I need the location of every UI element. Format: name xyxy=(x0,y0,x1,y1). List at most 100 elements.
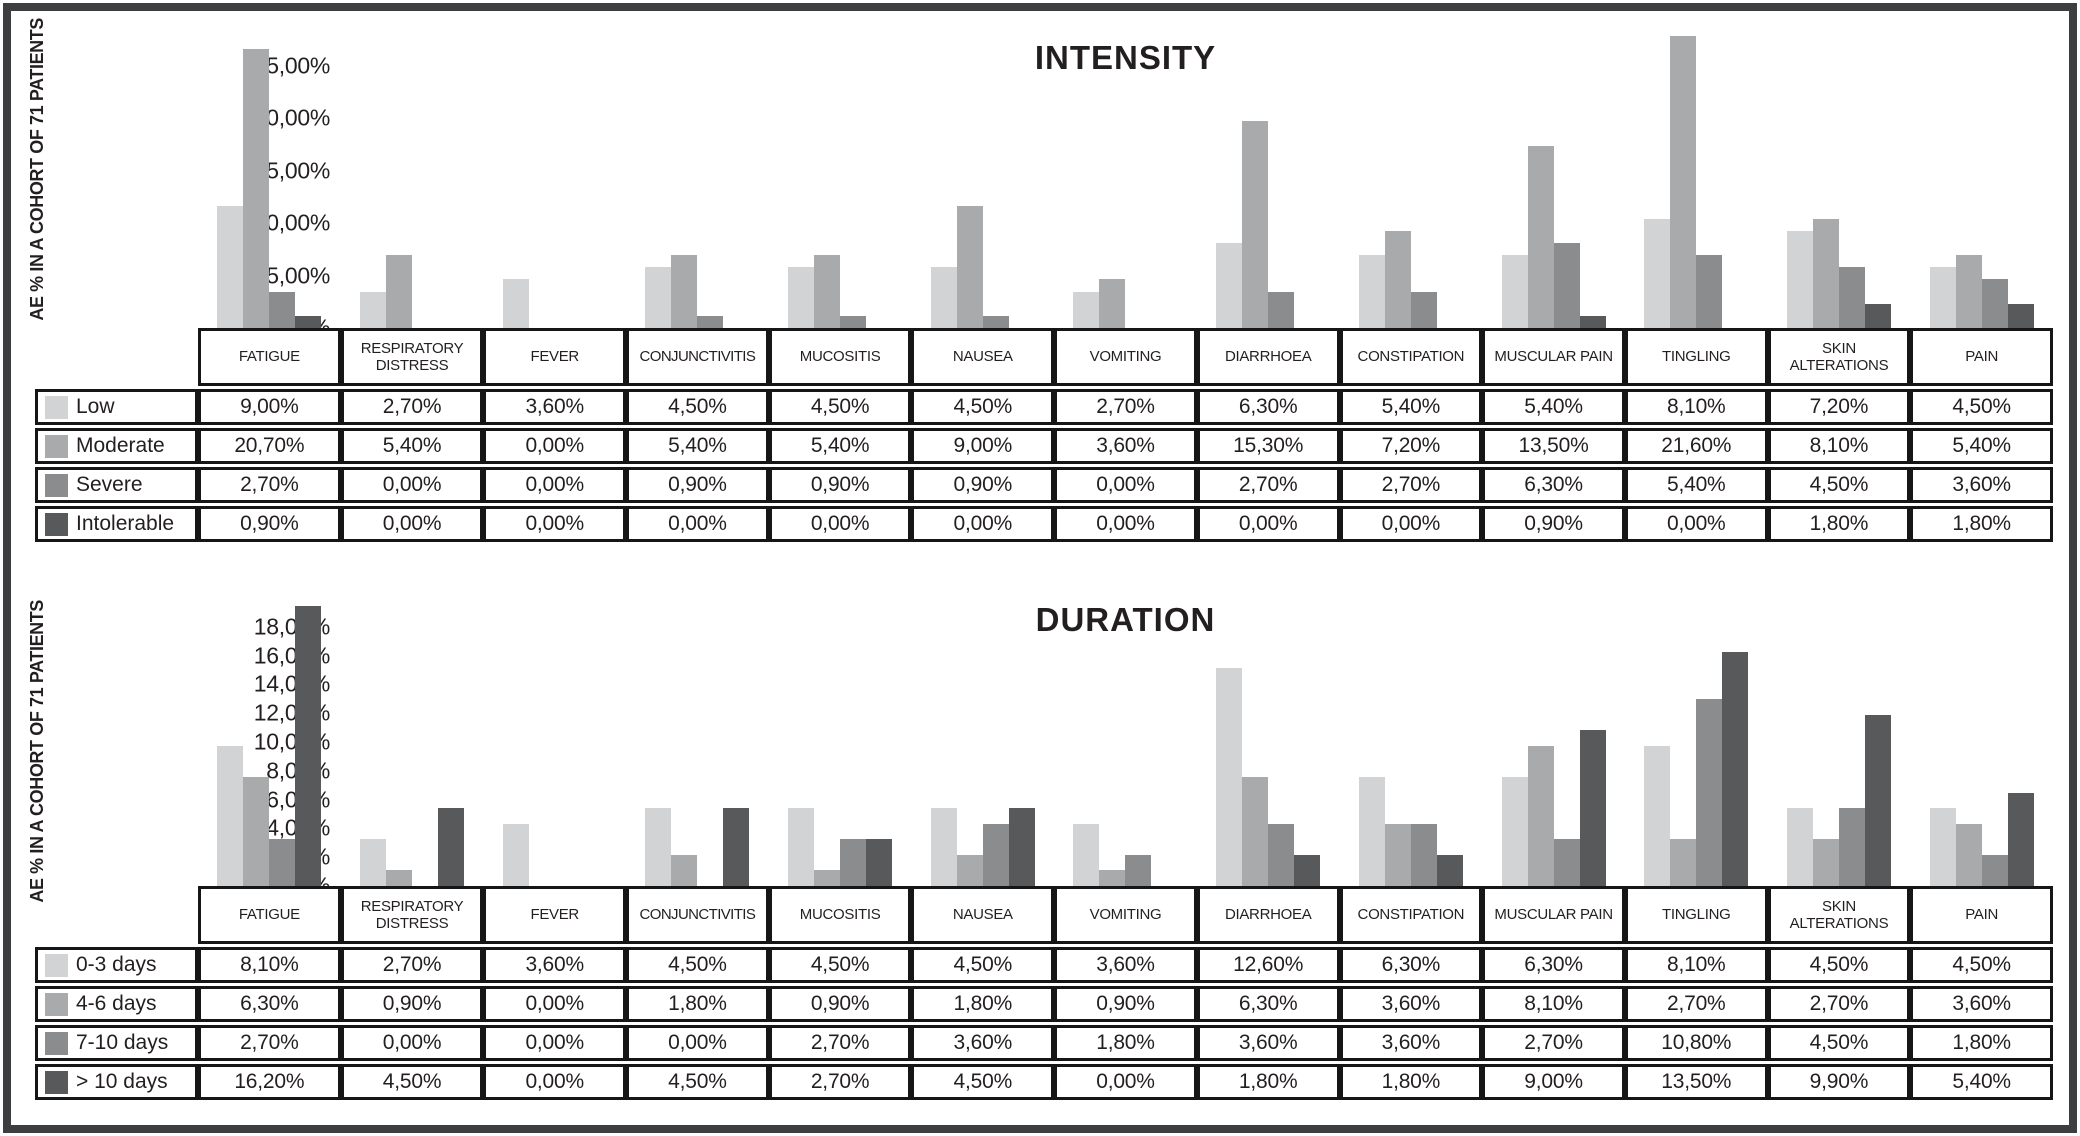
bar-group-diarrhoea xyxy=(1197,541,1340,886)
value-cell-10-days-mucositis: 2,70% xyxy=(768,1064,912,1100)
value-cell-0-3-days-muscular-pain: 6,30% xyxy=(1482,947,1625,983)
value-cell-4-6-days-tingling: 2,70% xyxy=(1624,986,1768,1022)
value-cell-low-mucositis: 4,50% xyxy=(768,389,912,425)
bar-4-6-days-skin-alterations xyxy=(1812,839,1839,886)
value-cell-intolerable-tingling: 0,00% xyxy=(1624,506,1768,542)
bar-low-pain xyxy=(1929,267,1956,328)
legend-swatch-icon xyxy=(45,953,68,977)
bar-4-6-days-respiratory-distress xyxy=(386,870,413,886)
value-cell-10-days-muscular-pain: 9,00% xyxy=(1482,1064,1625,1100)
value-cell-7-10-days-pain: 1,80% xyxy=(1910,1025,2053,1061)
bar-group-vomiting xyxy=(1054,11,1197,328)
duration-chart-title: DURATION xyxy=(1035,601,1216,638)
value-cell-severe-vomiting: 0,00% xyxy=(1054,467,1197,503)
value-cell-4-6-days-pain: 3,60% xyxy=(1910,986,2053,1022)
bar-severe-nausea xyxy=(982,316,1009,328)
column-header-fatigue: FATIGUE xyxy=(198,886,341,944)
bar-low-fatigue xyxy=(217,206,244,328)
value-cell-severe-tingling: 5,40% xyxy=(1624,467,1768,503)
bar-group-pain xyxy=(1910,541,2053,886)
value-cell-intolerable-muscular-pain: 0,90% xyxy=(1482,506,1625,542)
bar-intolerable-pain xyxy=(2007,304,2034,328)
value-cell-low-diarrhoea: 6,30% xyxy=(1196,389,1340,425)
value-cell-4-6-days-conjunctivitis: 1,80% xyxy=(626,986,769,1022)
bar-group-respiratory-distress xyxy=(341,541,484,886)
bar-group-mucositis xyxy=(769,541,912,886)
bar-group-fatigue xyxy=(198,11,341,328)
bar-7-10-days-fatigue xyxy=(269,839,296,886)
value-cell-10-days-diarrhoea: 1,80% xyxy=(1196,1064,1340,1100)
value-cell-severe-muscular-pain: 6,30% xyxy=(1482,467,1625,503)
value-cell-intolerable-fever: 0,00% xyxy=(483,506,627,542)
bar-moderate-skin-alterations xyxy=(1812,219,1839,328)
bar-group-conjunctivitis xyxy=(626,11,769,328)
column-header-vomiting: VOMITING xyxy=(1054,328,1197,386)
value-cell-intolerable-fatigue: 0,90% xyxy=(198,506,341,542)
value-cell-moderate-tingling: 21,60% xyxy=(1624,428,1768,464)
column-header-respiratory-distress: RESPIRATORY DISTRESS xyxy=(340,886,484,944)
bar-severe-fatigue xyxy=(269,292,296,328)
bar-low-respiratory-distress xyxy=(360,292,387,328)
legend-label: 4-6 days xyxy=(76,992,157,1015)
value-cell-7-10-days-vomiting: 1,80% xyxy=(1054,1025,1197,1061)
column-header-fever: FEVER xyxy=(483,886,627,944)
value-cell-moderate-skin-alterations: 8,10% xyxy=(1767,428,1911,464)
bar-group-conjunctivitis xyxy=(626,541,769,886)
table-corner-spacer xyxy=(35,886,198,944)
bar-moderate-constipation xyxy=(1384,231,1411,328)
column-header-pain: PAIN xyxy=(1910,328,2053,386)
value-cell-severe-fever: 0,00% xyxy=(483,467,627,503)
bar-4-6-days-nausea xyxy=(956,855,983,886)
bar-group-muscular-pain xyxy=(1482,11,1625,328)
intensity-chart: INTENSITY AE % IN A COHORT OF 71 PATIENT… xyxy=(11,11,2069,341)
value-cell-4-6-days-fever: 0,00% xyxy=(483,986,627,1022)
legend-label: 7-10 days xyxy=(76,1031,169,1054)
legend-cell-intolerable: Intolerable xyxy=(35,506,198,542)
value-cell-0-3-days-pain: 4,50% xyxy=(1910,947,2053,983)
value-cell-low-muscular-pain: 5,40% xyxy=(1482,389,1625,425)
column-header-mucositis: MUCOSITIS xyxy=(768,886,912,944)
bar-severe-diarrhoea xyxy=(1268,292,1295,328)
legend-swatch-icon xyxy=(45,1031,68,1055)
column-header-respiratory-distress: RESPIRATORY DISTRESS xyxy=(340,328,484,386)
bar-4-6-days-mucositis xyxy=(814,870,841,886)
bar-group-nausea xyxy=(911,11,1054,328)
bar-group-vomiting xyxy=(1054,541,1197,886)
bar-low-conjunctivitis xyxy=(645,267,672,328)
value-cell-0-3-days-constipation: 6,30% xyxy=(1339,947,1483,983)
bar-group-tingling xyxy=(1625,541,1768,886)
bar-group-skin-alterations xyxy=(1768,11,1911,328)
bar-4-6-days-pain xyxy=(1955,824,1982,886)
bar-0-3-days-constipation xyxy=(1358,777,1385,886)
value-cell-10-days-respiratory-distress: 4,50% xyxy=(340,1064,484,1100)
value-cell-severe-constipation: 2,70% xyxy=(1339,467,1483,503)
column-header-skin-alterations: SKIN ALTERATIONS xyxy=(1767,886,1911,944)
bar-10-days-constipation xyxy=(1436,855,1463,886)
value-cell-0-3-days-tingling: 8,10% xyxy=(1624,947,1768,983)
value-cell-0-3-days-fatigue: 8,10% xyxy=(198,947,341,983)
value-cell-severe-respiratory-distress: 0,00% xyxy=(340,467,484,503)
value-cell-10-days-conjunctivitis: 4,50% xyxy=(626,1064,769,1100)
bar-10-days-skin-alterations xyxy=(1864,715,1891,886)
bar-4-6-days-muscular-pain xyxy=(1527,746,1554,886)
bar-severe-skin-alterations xyxy=(1838,267,1865,328)
bar-10-days-fatigue xyxy=(295,606,322,886)
value-cell-10-days-vomiting: 0,00% xyxy=(1054,1064,1197,1100)
legend-label: Low xyxy=(76,395,115,418)
value-cell-10-days-fatigue: 16,20% xyxy=(198,1064,341,1100)
bar-10-days-nausea xyxy=(1008,808,1035,886)
bar-0-3-days-fatigue xyxy=(217,746,244,886)
value-cell-low-nausea: 4,50% xyxy=(911,389,1055,425)
bar-7-10-days-constipation xyxy=(1410,824,1437,886)
value-cell-low-pain: 4,50% xyxy=(1910,389,2053,425)
value-cell-0-3-days-vomiting: 3,60% xyxy=(1054,947,1197,983)
value-cell-7-10-days-conjunctivitis: 0,00% xyxy=(626,1025,769,1061)
value-cell-7-10-days-mucositis: 2,70% xyxy=(768,1025,912,1061)
value-cell-severe-diarrhoea: 2,70% xyxy=(1196,467,1340,503)
column-header-constipation: CONSTIPATION xyxy=(1339,328,1483,386)
bar-4-6-days-fatigue xyxy=(243,777,270,886)
bar-low-skin-alterations xyxy=(1786,231,1813,328)
bar-moderate-conjunctivitis xyxy=(671,255,698,328)
bar-moderate-tingling xyxy=(1670,36,1697,328)
legend-cell-moderate: Moderate xyxy=(35,428,198,464)
